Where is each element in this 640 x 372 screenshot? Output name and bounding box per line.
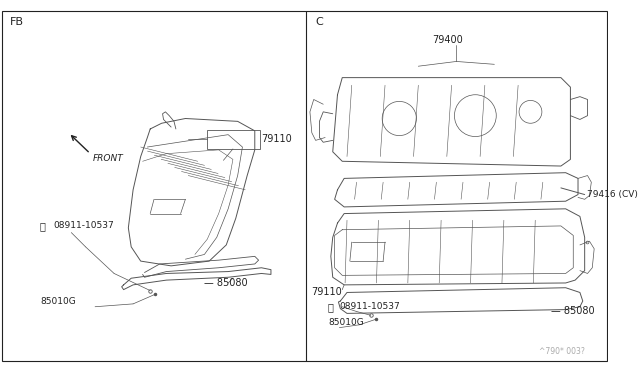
Text: 08911-10537: 08911-10537 [53, 221, 114, 230]
Text: 79110: 79110 [261, 134, 292, 144]
Text: 85010G: 85010G [40, 298, 76, 307]
Text: 85010G: 85010G [328, 318, 364, 327]
Bar [207, 130, 260, 149]
Text: 08911-10537: 08911-10537 [339, 302, 400, 311]
Text: 79400: 79400 [433, 35, 463, 45]
Text: 79416 (CV): 79416 (CV) [587, 190, 637, 199]
Text: Ⓝ: Ⓝ [40, 221, 46, 231]
Text: FB: FB [10, 17, 24, 28]
Text: ^790* 003?: ^790* 003? [539, 347, 585, 356]
Text: — 85080: — 85080 [204, 278, 248, 288]
Text: 79110: 79110 [312, 288, 342, 298]
Text: C: C [316, 17, 323, 28]
Text: FRONT: FRONT [93, 154, 124, 163]
Text: — 85080: — 85080 [552, 307, 595, 317]
Text: Ⓝ: Ⓝ [328, 302, 334, 312]
